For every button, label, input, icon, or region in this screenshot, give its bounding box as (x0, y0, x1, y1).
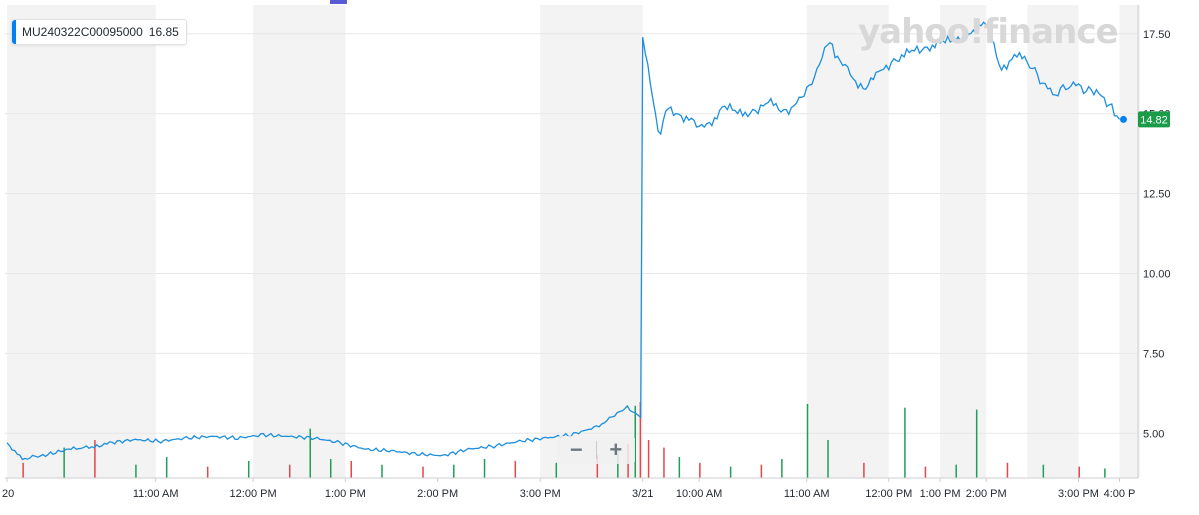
volume-bar (165, 457, 168, 478)
volume-bar (288, 464, 291, 478)
volume-bar (1104, 468, 1106, 478)
volume-bar (663, 447, 665, 478)
volume-bar (1042, 464, 1045, 478)
zoom-in-button[interactable]: + (609, 437, 623, 462)
volume-bar (329, 459, 332, 478)
x-tick-label: 1:00 PM (920, 488, 961, 500)
volume-bar (1078, 466, 1080, 478)
x-tick-label: 10:00 AM (676, 488, 722, 500)
zoom-out-button[interactable]: − (569, 437, 583, 462)
volume-bar (453, 464, 455, 478)
shade-band-3 (806, 5, 889, 478)
volume-bar (1006, 462, 1009, 478)
volume-bar (247, 460, 250, 478)
last-price-dot (1119, 115, 1127, 123)
x-tick-label: 3/21 (632, 488, 653, 500)
price-series (6, 21, 1127, 461)
legend-symbol: MU240322C00095000 (22, 25, 143, 39)
y-tick-label: 17.50 (1143, 29, 1171, 41)
volume-bar (555, 462, 558, 478)
x-tick-label: 1:00 PM (325, 488, 366, 500)
series-legend[interactable]: MU240322C00095000 16.85 (11, 19, 187, 45)
legend-swatch (12, 20, 16, 44)
volume-bars (22, 402, 1106, 478)
volume-bar (422, 466, 424, 478)
yahoo-finance-logo: yahoo!finance (858, 12, 1119, 52)
x-tick-label: 2:00 PM (966, 488, 1007, 500)
last-price-badge (1138, 111, 1170, 128)
y-tick-label: 12.50 (1143, 189, 1171, 201)
volume-bar (309, 428, 311, 478)
volume-bar (596, 455, 599, 478)
volume-bar (617, 451, 619, 478)
volume-bar (975, 409, 978, 478)
active-tab-indicator (330, 0, 347, 4)
volume-bar (350, 460, 352, 478)
volume-bar (924, 466, 927, 478)
y-tick-label: 7.50 (1143, 348, 1164, 360)
x-tick-label: 3:00 PM (520, 488, 561, 500)
volume-bar (634, 405, 637, 478)
volume-bar (514, 460, 517, 478)
shade-band-0 (7, 5, 156, 478)
price-line (6, 21, 1121, 461)
shade-band-1 (253, 5, 346, 478)
zoom-control: − + (557, 436, 635, 464)
volume-bar (827, 440, 829, 478)
legend-value: 16.85 (148, 25, 179, 39)
volume-bar (206, 466, 209, 478)
volume-bar (904, 407, 906, 478)
volume-bar (760, 464, 763, 478)
volume-bar (955, 464, 957, 478)
y-tick-label: 5.00 (1143, 428, 1164, 440)
x-tick-label: 11:00 AM (784, 488, 830, 500)
x-tick-label: 11:00 AM (133, 488, 179, 500)
x-tick-label: 20 (2, 488, 14, 500)
volume-bar (94, 440, 96, 478)
volume-bar (381, 464, 383, 478)
volume-bar (729, 466, 732, 478)
volume-bar (647, 440, 650, 478)
volume-bar (63, 447, 65, 478)
shade-band-4 (940, 5, 987, 478)
y-tick-label: 10.00 (1143, 268, 1171, 280)
volume-bar (483, 459, 486, 478)
shade-band-6 (1119, 5, 1140, 478)
volume-bar (806, 403, 809, 478)
volume-bar (863, 462, 865, 478)
x-tick-label: 2:00 PM (417, 488, 458, 500)
last-price-label: 14.82 (1140, 114, 1168, 126)
x-axis: 20 11:00 AM 12:00 PM 1:00 PM 2:00 PM 3:00 PM 3… (2, 478, 1135, 500)
shade-band-2 (540, 5, 643, 478)
session-shading (7, 5, 1140, 478)
volume-bar (22, 462, 24, 478)
x-tick-label: 12:00 PM (230, 488, 277, 500)
volume-bar (781, 459, 783, 478)
shade-band-5 (1027, 5, 1079, 478)
zoom-divider (595, 441, 597, 459)
x-tick-label: 4:00 P (1104, 488, 1136, 500)
x-tick-label: 12:00 PM (865, 488, 912, 500)
volume-bar (678, 457, 681, 478)
volume-bar (639, 402, 642, 478)
x-tick-label: 3:00 PM (1058, 488, 1099, 500)
volume-bar (699, 462, 701, 478)
grid-lines (5, 33, 1138, 434)
volume-bar (135, 464, 137, 478)
